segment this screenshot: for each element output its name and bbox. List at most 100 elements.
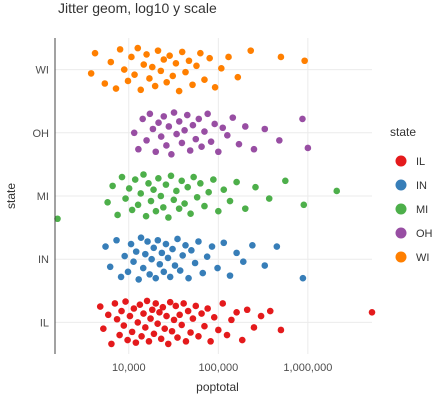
legend-key-il	[395, 155, 407, 167]
point-in-37	[208, 243, 216, 250]
point-mi-14	[147, 197, 155, 205]
point-oh-5	[149, 125, 157, 133]
point-mi-39	[233, 178, 240, 186]
point-il-52	[215, 326, 222, 334]
point-wi-26	[182, 68, 189, 76]
point-il-59	[250, 324, 258, 331]
point-il-50	[207, 338, 214, 345]
legend-label-oh: OH	[416, 228, 433, 240]
point-mi-7	[128, 206, 136, 214]
point-oh-18	[183, 111, 191, 119]
point-mi-43	[282, 177, 289, 185]
point-oh-7	[155, 119, 162, 126]
point-il-43	[187, 329, 194, 336]
point-oh-25	[204, 110, 211, 118]
point-wi-17	[154, 47, 162, 54]
point-wi-29	[193, 62, 200, 70]
point-mi-34	[205, 188, 212, 196]
legend-label-mi: MI	[416, 204, 428, 216]
point-oh-13	[170, 109, 178, 116]
point-il-41	[182, 338, 190, 345]
point-mi-5	[122, 195, 129, 202]
point-il-34	[168, 327, 176, 335]
y-axis-title: state	[4, 183, 18, 209]
series-wi	[87, 44, 308, 95]
point-il-42	[184, 307, 192, 315]
point-wi-0	[87, 70, 95, 77]
legend-label-wi: WI	[416, 252, 429, 264]
point-wi-30	[197, 49, 204, 57]
point-il-17	[138, 333, 145, 340]
point-mi-26	[178, 177, 186, 185]
point-wi-23	[172, 59, 180, 67]
y-tick-label-il: IL	[40, 317, 49, 329]
point-in-22	[162, 240, 170, 248]
point-il-1	[100, 325, 107, 333]
point-oh-0	[130, 129, 138, 137]
point-wi-9	[131, 71, 138, 78]
point-oh-16	[178, 139, 186, 147]
point-wi-19	[160, 56, 168, 63]
point-il-51	[210, 314, 218, 321]
point-wi-25	[178, 48, 186, 56]
point-in-3	[117, 273, 125, 281]
point-il-40	[180, 300, 187, 307]
point-wi-18	[157, 67, 165, 75]
point-il-31	[163, 312, 170, 320]
point-in-18	[154, 236, 162, 244]
point-mi-20	[162, 181, 170, 188]
point-il-61	[266, 307, 274, 315]
data-points	[54, 44, 376, 348]
point-oh-1	[135, 145, 142, 153]
point-mi-3	[114, 211, 121, 219]
point-oh-15	[175, 118, 183, 125]
point-wi-11	[137, 86, 145, 94]
point-il-47	[198, 310, 205, 317]
point-wi-32	[206, 54, 213, 62]
point-il-18	[140, 310, 147, 317]
point-mi-0	[54, 215, 61, 223]
point-in-16	[150, 244, 158, 252]
point-il-28	[157, 335, 165, 343]
point-il-55	[228, 316, 235, 324]
point-wi-3	[107, 58, 115, 66]
point-wi-38	[277, 53, 285, 61]
point-in-8	[132, 248, 140, 255]
point-in-23	[164, 254, 172, 262]
point-oh-4	[146, 110, 154, 118]
point-il-24	[150, 330, 158, 338]
point-in-11	[139, 264, 147, 272]
legend-key-wi	[395, 251, 407, 263]
point-mi-29	[187, 210, 194, 217]
point-il-44	[189, 315, 197, 322]
point-il-9	[122, 298, 129, 305]
point-oh-30	[224, 132, 231, 139]
legend: state IL IN MI OH WI	[390, 125, 433, 264]
point-wi-8	[128, 53, 135, 61]
point-il-3	[108, 340, 115, 348]
point-wi-22	[169, 72, 177, 80]
legend-key-mi	[395, 203, 407, 215]
point-mi-21	[165, 214, 172, 221]
x-tick-label-1-000-000: 1,000,000	[283, 362, 332, 374]
point-wi-31	[201, 76, 208, 84]
point-wi-10	[134, 44, 142, 52]
point-il-29	[159, 303, 167, 311]
x-tick-labels: 10,000 100,000 1,000,000	[112, 362, 332, 374]
point-oh-20	[189, 121, 197, 129]
point-wi-1	[91, 49, 99, 57]
point-wi-6	[120, 66, 128, 73]
point-mi-27	[181, 200, 188, 207]
series-mi	[54, 171, 341, 223]
point-wi-16	[151, 82, 159, 90]
point-mi-4	[118, 173, 126, 181]
point-il-4	[111, 300, 119, 307]
point-il-46	[195, 333, 202, 340]
point-in-24	[166, 273, 174, 281]
point-oh-2	[139, 115, 146, 123]
point-il-20	[143, 297, 151, 305]
point-wi-35	[225, 53, 232, 61]
point-oh-17	[181, 126, 188, 134]
point-mi-35	[210, 176, 217, 183]
point-oh-38	[304, 144, 312, 152]
